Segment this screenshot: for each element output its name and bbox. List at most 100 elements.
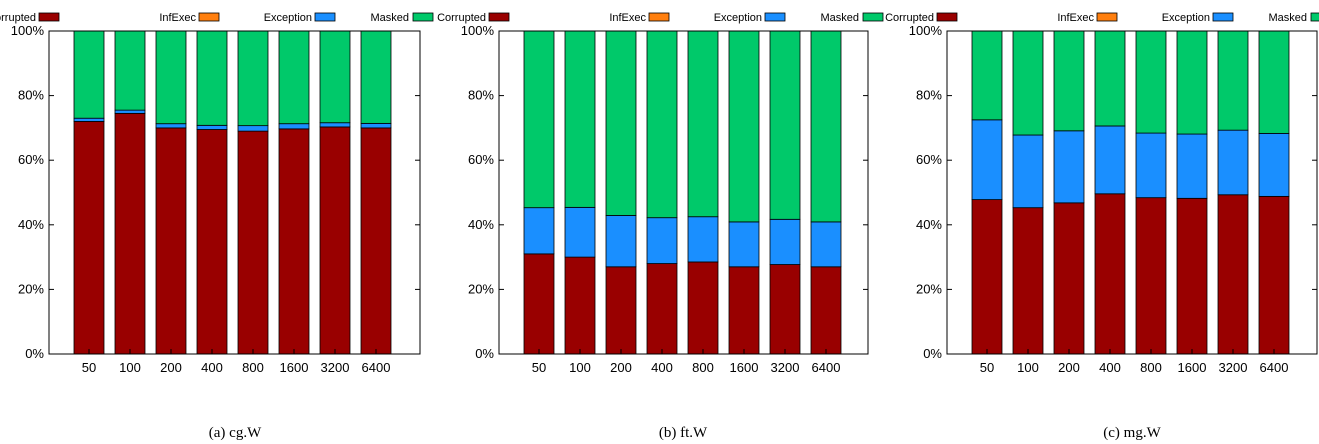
bar-segment-corrupted: [73, 121, 105, 355]
bar-segment-corrupted: [523, 253, 555, 355]
legend-label-corrupted: Corrupted: [0, 12, 36, 24]
bar-segment-corrupted: [1012, 207, 1044, 355]
y-tick-label: 20%: [468, 281, 494, 296]
bar-segment-masked: [114, 30, 146, 111]
chart-panel-3: 0% 20% 40% 60% 80% 100% 50 100 200 400 800 1600 3200…: [885, 12, 1319, 441]
bar-segment-exception: [810, 221, 842, 268]
x-tick-label: 200: [1058, 360, 1080, 375]
legend-swatch-infexec: [648, 12, 670, 22]
bar-segment-corrupted: [360, 127, 392, 355]
x-tick-label: 3200: [771, 360, 800, 375]
x-tick-label: 100: [119, 360, 141, 375]
legend-label-exception: Exception: [264, 12, 312, 24]
legend-swatch-exception: [764, 12, 786, 22]
bar-segment-corrupted: [319, 126, 351, 355]
legend-label-infexec: InfExec: [1057, 12, 1094, 24]
plot-frame: [48, 30, 421, 355]
bar-segment-exception: [1176, 133, 1208, 199]
legend-label-infexec: InfExec: [609, 12, 646, 24]
bar-segment-corrupted: [1094, 193, 1126, 355]
chart-panel-1: 0% 20% 40% 60% 80% 100% 50 100 200 400 800 1600 3200…: [0, 12, 434, 441]
bar-segment-masked: [1176, 30, 1208, 135]
y-tick-label: 40%: [468, 217, 494, 232]
bar-segment-masked: [1053, 30, 1085, 132]
x-tick-label: 50: [82, 360, 96, 375]
plot-frame: [498, 30, 869, 355]
y-tick-label: 100%: [11, 23, 45, 38]
bar-segment-masked: [360, 30, 392, 124]
bar-segment-exception: [1258, 132, 1290, 197]
bar-segment-masked: [278, 30, 310, 125]
bar-segment-masked: [605, 30, 637, 216]
bar-segment-exception: [523, 207, 555, 255]
x-tick-label: 800: [242, 360, 264, 375]
x-tick-label: 50: [532, 360, 546, 375]
y-tick-label: 80%: [468, 88, 494, 103]
bar-segment-exception: [319, 122, 351, 128]
x-tick-label: 800: [1140, 360, 1162, 375]
legend-label-exception: Exception: [714, 12, 762, 24]
bar-segment-corrupted: [564, 256, 596, 355]
x-tick-label: 1600: [730, 360, 759, 375]
bar-segment-masked: [196, 30, 228, 126]
x-tick-label: 3200: [321, 360, 350, 375]
bar-segment-masked: [319, 30, 351, 124]
chart-caption: (a) cg.W: [209, 425, 262, 441]
bar-segment-corrupted: [687, 261, 719, 355]
y-tick-label: 100%: [461, 23, 495, 38]
legend-label-masked: Masked: [370, 12, 409, 24]
bar-segment-exception: [1012, 134, 1044, 209]
bar-segment-masked: [1012, 30, 1044, 136]
x-tick-label: 400: [651, 360, 673, 375]
x-tick-label: 100: [1017, 360, 1039, 375]
bar-segment-exception: [1135, 132, 1167, 199]
x-tick-label: 200: [160, 360, 182, 375]
bar-segment-exception: [687, 216, 719, 263]
y-tick-label: 20%: [18, 281, 44, 296]
y-tick-label: 100%: [909, 23, 943, 38]
bar-segment-corrupted: [810, 266, 842, 355]
x-tick-label: 1600: [1178, 360, 1207, 375]
bar-segment-corrupted: [605, 266, 637, 355]
legend-swatch-corrupted: [38, 12, 60, 22]
legend-swatch-infexec: [198, 12, 220, 22]
bar-segment-corrupted: [1258, 195, 1290, 355]
bar-segment-exception: [1053, 130, 1085, 204]
x-tick-label: 3200: [1219, 360, 1248, 375]
bar-segment-exception: [114, 109, 146, 114]
chart-caption: (c) mg.W: [1103, 425, 1161, 441]
bar-segment-exception: [360, 122, 392, 129]
legend-swatch-masked: [1310, 12, 1319, 22]
y-tick-label: 80%: [18, 88, 44, 103]
x-tick-label: 800: [692, 360, 714, 375]
bar-segment-masked: [237, 30, 269, 127]
chart-caption: (b) ft.W: [659, 425, 708, 441]
bar-segment-exception: [278, 123, 310, 130]
bar-segment-exception: [605, 215, 637, 268]
bar-segment-corrupted: [114, 112, 146, 355]
y-tick-label: 60%: [468, 152, 494, 167]
y-tick-label: 60%: [916, 152, 942, 167]
bar-segment-corrupted: [155, 127, 187, 355]
bar-segment-exception: [237, 125, 269, 132]
bar-segment-corrupted: [196, 129, 228, 355]
bar-segment-exception: [646, 217, 678, 264]
x-tick-label: 400: [201, 360, 223, 375]
chart-panel-2: 0% 20% 40% 60% 80% 100% 50 100 200 400 800 1600 3200…: [437, 12, 884, 441]
bar-segment-exception: [73, 117, 105, 122]
x-tick-label: 6400: [812, 360, 841, 375]
legend-label-masked: Masked: [1268, 12, 1307, 24]
bar-segment-corrupted: [278, 128, 310, 355]
bar-segment-corrupted: [1053, 202, 1085, 355]
bar-segment-corrupted: [1217, 194, 1249, 355]
bar-segment-masked: [1135, 30, 1167, 134]
bar-segment-masked: [971, 30, 1003, 121]
bar-segment-masked: [728, 30, 760, 223]
y-tick-label: 0%: [923, 346, 942, 361]
legend-label-infexec: InfExec: [159, 12, 196, 24]
legend-swatch-infexec: [1096, 12, 1118, 22]
legend-swatch-exception: [314, 12, 336, 22]
bar-segment-masked: [810, 30, 842, 223]
